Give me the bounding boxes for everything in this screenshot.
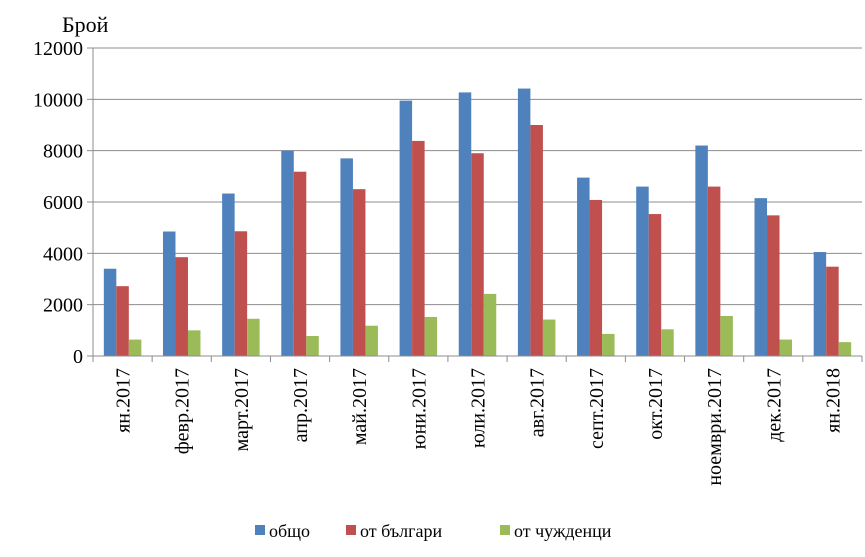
bar-от-българи-май.2017 bbox=[352, 189, 366, 356]
bar-от-чужденци-ноември.2017 bbox=[720, 315, 733, 356]
bar-общо-дек.2017 bbox=[754, 198, 768, 356]
bar-от-българи-дек.2017 bbox=[767, 215, 780, 356]
bar-общо-февр.2017 bbox=[162, 231, 176, 356]
x-tick-label: ноември.2017 bbox=[704, 368, 726, 486]
x-tick-label: ян.2018 bbox=[822, 368, 844, 433]
x-tick-label: апр.2017 bbox=[290, 368, 312, 442]
bar-от-българи-авг.2017 bbox=[530, 125, 543, 356]
bar-от-чужденци-март.2017 bbox=[247, 318, 260, 356]
x-tick-label: дек.2017 bbox=[763, 368, 785, 442]
bar-от-чужденци-ян.2018 bbox=[838, 342, 852, 356]
x-tick-label: юли.2017 bbox=[468, 368, 490, 448]
x-tick-label: авг.2017 bbox=[527, 368, 549, 437]
bar-от-българи-февр.2017 bbox=[175, 257, 188, 356]
bar-от-чужденци-окт.2017 bbox=[661, 329, 674, 356]
y-tick-label: 2000 bbox=[43, 295, 83, 317]
y-tick-label: 0 bbox=[73, 346, 83, 368]
bar-от-българи-ноември.2017 bbox=[707, 186, 721, 356]
y-tick-label: 12000 bbox=[33, 38, 83, 60]
bar-от-чужденци-юни.2017 bbox=[424, 316, 438, 356]
bar-общо-ян.2018 bbox=[813, 252, 827, 356]
bar-общо-ян.2017 bbox=[103, 268, 117, 356]
legend-swatch-от-чужденци bbox=[500, 525, 510, 535]
bar-от-чужденци-май.2017 bbox=[365, 325, 378, 356]
bar-от-чужденци-авг.2017 bbox=[542, 319, 556, 356]
legend-label-от-българи: от българи bbox=[360, 521, 443, 541]
bar-от-българи-ян.2018 bbox=[826, 266, 839, 356]
bar-от-чужденци-юли.2017 bbox=[483, 293, 497, 356]
bar-от-българи-апр.2017 bbox=[293, 171, 307, 356]
bar-общо-март.2017 bbox=[222, 193, 235, 356]
bar-общо-апр.2017 bbox=[281, 150, 294, 356]
bar-общо-ноември.2017 bbox=[695, 145, 708, 356]
x-tick-label: септ.2017 bbox=[586, 368, 608, 449]
bar-от-българи-март.2017 bbox=[234, 231, 248, 356]
bar-от-чужденци-февр.2017 bbox=[187, 330, 201, 356]
y-axis-label: Брой bbox=[62, 12, 109, 37]
legend-swatch-от-българи bbox=[346, 525, 356, 535]
bar-общо-май.2017 bbox=[340, 158, 353, 356]
y-tick-label: 10000 bbox=[33, 89, 83, 111]
legend-label-от-чужденци: от чужденци bbox=[514, 521, 612, 541]
x-tick-label: окт.2017 bbox=[645, 368, 667, 440]
legend-label-общо: общо bbox=[269, 521, 310, 541]
bars bbox=[103, 88, 852, 357]
bar-от-българи-септ.2017 bbox=[589, 199, 603, 356]
x-tick-label: ян.2017 bbox=[113, 368, 135, 433]
y-tick-label: 4000 bbox=[43, 243, 83, 265]
x-tick-labels: ян.2017 февр.2017 март.2017 апр.2017 май.201… bbox=[113, 368, 845, 486]
bar-от-чужденци-дек.2017 bbox=[779, 339, 793, 356]
bar-от-чужденци-септ.2017 bbox=[602, 333, 615, 356]
axes bbox=[87, 47, 863, 362]
y-tick-labels: 0 2000 4000 6000 8000 10000 12000 bbox=[33, 38, 83, 368]
bar-от-чужденци-апр.2017 bbox=[306, 335, 319, 356]
bar-общо-юни.2017 bbox=[399, 100, 413, 356]
bar-от-българи-юни.2017 bbox=[412, 140, 425, 356]
legend-swatch-общо bbox=[255, 525, 265, 535]
bar-от-българи-окт.2017 bbox=[648, 214, 662, 356]
bar-общо-юли.2017 bbox=[458, 92, 472, 357]
legend: общо от българи от чужденци bbox=[255, 521, 612, 541]
bar-от-българи-ян.2017 bbox=[116, 286, 129, 356]
x-tick-label: юни.2017 bbox=[408, 368, 430, 449]
bar-общо-септ.2017 bbox=[577, 177, 590, 356]
x-tick-label: февр.2017 bbox=[172, 368, 194, 454]
bar-общо-авг.2017 bbox=[517, 88, 531, 356]
x-tick-label: март.2017 bbox=[231, 368, 253, 451]
y-tick-label: 8000 bbox=[43, 141, 83, 163]
bar-от-българи-юли.2017 bbox=[471, 153, 484, 356]
y-tick-label: 6000 bbox=[43, 192, 83, 214]
x-tick-label: май.2017 bbox=[349, 368, 371, 445]
bar-общо-окт.2017 bbox=[636, 186, 649, 356]
bar-от-чужденци-ян.2017 bbox=[128, 339, 142, 356]
